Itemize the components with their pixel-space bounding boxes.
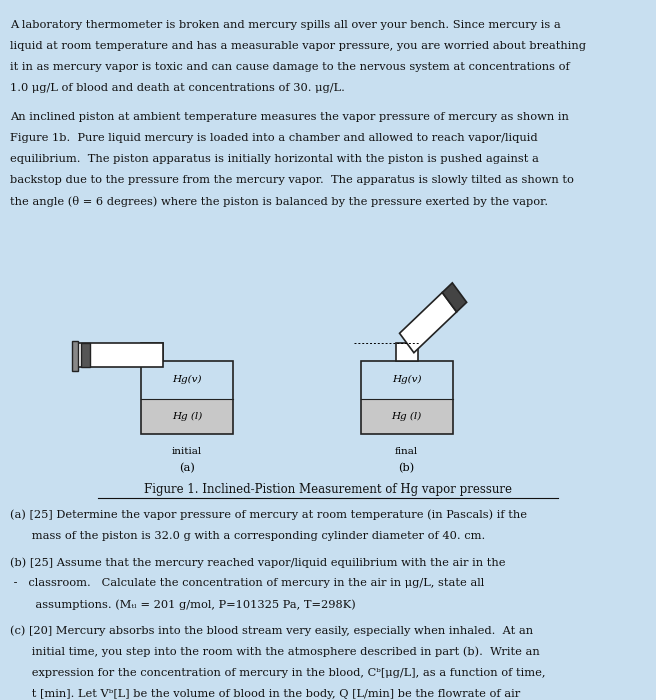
Text: A laboratory thermometer is broken and mercury spills all over your bench. Since: A laboratory thermometer is broken and m… xyxy=(10,20,561,29)
Text: assumptions. (Mₜₗ = 201 g/mol, P=101325 Pa, T=298K): assumptions. (Mₜₗ = 201 g/mol, P=101325 … xyxy=(10,599,356,610)
Text: Hg(v): Hg(v) xyxy=(392,375,421,384)
Text: it in as mercury vapor is toxic and can cause damage to the nervous system at co: it in as mercury vapor is toxic and can … xyxy=(10,62,569,71)
Text: Figure 1b.  Pure liquid mercury is loaded into a chamber and allowed to reach va: Figure 1b. Pure liquid mercury is loaded… xyxy=(10,133,537,143)
Text: Hg(v): Hg(v) xyxy=(173,375,201,384)
Text: (a) [25] Determine the vapor pressure of mercury at room temperature (in Pascals: (a) [25] Determine the vapor pressure of… xyxy=(10,510,527,520)
Text: the angle (θ = 6 degrees) where the piston is balanced by the pressure exerted b: the angle (θ = 6 degrees) where the pist… xyxy=(10,196,548,207)
Bar xyxy=(361,399,453,434)
Text: (b) [25] Assume that the mercury reached vapor/liquid equilibrium with the air i: (b) [25] Assume that the mercury reached… xyxy=(10,557,505,568)
Bar xyxy=(75,343,163,367)
Text: θ: θ xyxy=(413,330,419,340)
Text: 1.0 μg/L of blood and death at concentrations of 30. μg/L.: 1.0 μg/L of blood and death at concentra… xyxy=(10,83,344,92)
Text: final: final xyxy=(395,447,419,456)
Polygon shape xyxy=(400,293,457,353)
Text: equilibrium.  The piston apparatus is initially horizontal with the piston is pu: equilibrium. The piston apparatus is ini… xyxy=(10,154,539,164)
Text: -   classroom.   Calculate the concentration of mercury in the air in μg/L, stat: - classroom. Calculate the concentration… xyxy=(10,578,484,588)
Bar xyxy=(81,343,90,367)
Text: Figure 1. Inclined-Pistion Measurement of Hg vapor pressure: Figure 1. Inclined-Pistion Measurement o… xyxy=(144,483,512,496)
Text: expression for the concentration of mercury in the blood, Cᵇ[μg/L], as a functio: expression for the concentration of merc… xyxy=(10,668,545,678)
Text: mass of the piston is 32.0 g with a corresponding cylinder diameter of 40. cm.: mass of the piston is 32.0 g with a corr… xyxy=(10,531,485,540)
Bar xyxy=(141,343,163,360)
Text: (c) [20] Mercury absorbs into the blood stream very easily, especially when inha: (c) [20] Mercury absorbs into the blood … xyxy=(10,626,533,636)
Text: (b): (b) xyxy=(399,463,415,474)
Text: An inclined piston at ambient temperature measures the vapor pressure of mercury: An inclined piston at ambient temperatur… xyxy=(10,112,569,122)
Bar xyxy=(141,360,233,434)
Bar xyxy=(141,399,233,434)
Bar xyxy=(396,343,418,360)
Text: Hg (l): Hg (l) xyxy=(392,412,422,421)
Text: liquid at room temperature and has a measurable vapor pressure, you are worried : liquid at room temperature and has a mea… xyxy=(10,41,586,50)
Text: t [min]. Let Vᵇ[L] be the volume of blood in the body, Q [L/min] be the flowrate: t [min]. Let Vᵇ[L] be the volume of bloo… xyxy=(10,689,520,699)
Text: initial time, you step into the room with the atmosphere described in part (b). : initial time, you step into the room wit… xyxy=(10,647,540,657)
Polygon shape xyxy=(442,283,466,312)
Text: backstop due to the pressure from the mercury vapor.  The apparatus is slowly ti: backstop due to the pressure from the me… xyxy=(10,175,574,185)
Text: Hg (l): Hg (l) xyxy=(172,412,202,421)
Bar xyxy=(72,340,78,372)
Text: (a): (a) xyxy=(179,463,195,474)
Text: initial: initial xyxy=(172,447,202,456)
Bar xyxy=(361,360,453,434)
